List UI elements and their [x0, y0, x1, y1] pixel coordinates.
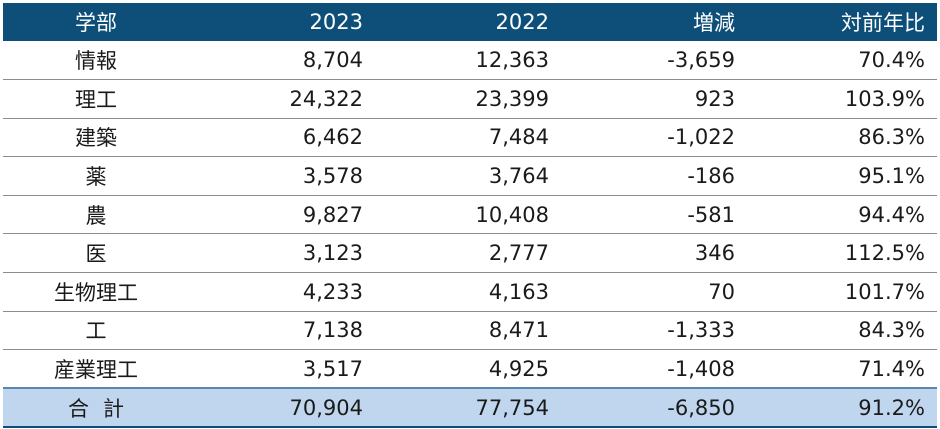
ratio-cell: 84.3%	[747, 311, 937, 351]
ratio-cell: 70.4%	[747, 41, 937, 81]
value-2022-cell: 4,925	[375, 349, 561, 389]
header-change: 増減	[561, 3, 747, 41]
table-row: 建築 6,462 7,484 -1,022 86.3%	[3, 118, 937, 158]
total-change-cell: -6,850	[561, 387, 747, 428]
table-row: 理工 24,322 23,399 923 103.9%	[3, 79, 937, 119]
faculty-cell: 農	[3, 195, 189, 235]
value-2022-cell: 8,471	[375, 311, 561, 351]
value-2023-cell: 7,138	[189, 311, 375, 351]
value-2022-cell: 12,363	[375, 41, 561, 81]
faculty-cell: 情報	[3, 41, 189, 81]
value-2023-cell: 4,233	[189, 272, 375, 312]
faculty-cell: 工	[3, 311, 189, 351]
value-2023-cell: 9,827	[189, 195, 375, 235]
value-2023-cell: 3,517	[189, 349, 375, 389]
ratio-cell: 103.9%	[747, 79, 937, 119]
table-row: 産業理工 3,517 4,925 -1,408 71.4%	[3, 349, 937, 389]
total-ratio-cell: 91.2%	[747, 387, 937, 428]
faculty-cell: 理工	[3, 79, 189, 119]
header-row: 学部 2023 2022 増減 対前年比	[3, 3, 937, 41]
value-2023-cell: 24,322	[189, 79, 375, 119]
table-row: 生物理工 4,233 4,163 70 101.7%	[3, 272, 937, 312]
table-row: 医 3,123 2,777 346 112.5%	[3, 233, 937, 274]
value-2022-cell: 7,484	[375, 118, 561, 158]
change-cell: -1,333	[561, 311, 747, 351]
table-row: 工 7,138 8,471 -1,333 84.3%	[3, 311, 937, 351]
faculty-cell: 医	[3, 233, 189, 274]
value-2023-cell: 3,578	[189, 156, 375, 196]
change-cell: -1,022	[561, 118, 747, 158]
value-2022-cell: 3,764	[375, 156, 561, 196]
table-row: 薬 3,578 3,764 -186 95.1%	[3, 156, 937, 196]
ratio-cell: 112.5%	[747, 233, 937, 274]
ratio-cell: 95.1%	[747, 156, 937, 196]
value-2023-cell: 3,123	[189, 233, 375, 274]
total-2022-cell: 77,754	[375, 387, 561, 428]
ratio-cell: 71.4%	[747, 349, 937, 389]
table-row: 農 9,827 10,408 -581 94.4%	[3, 195, 937, 235]
faculty-cell: 建築	[3, 118, 189, 158]
change-cell: 70	[561, 272, 747, 312]
header-faculty: 学部	[3, 3, 189, 41]
faculty-cell: 薬	[3, 156, 189, 196]
ratio-cell: 86.3%	[747, 118, 937, 158]
value-2022-cell: 23,399	[375, 79, 561, 119]
change-cell: 346	[561, 233, 747, 274]
header-yoy-ratio: 対前年比	[747, 3, 937, 41]
faculty-cell: 産業理工	[3, 349, 189, 389]
change-cell: 923	[561, 79, 747, 119]
value-2022-cell: 4,163	[375, 272, 561, 312]
enrollment-table: 学部 2023 2022 増減 対前年比 情報 8,704 12,363 -3,…	[3, 3, 937, 428]
total-label: 合計	[3, 387, 189, 428]
ratio-cell: 94.4%	[747, 195, 937, 235]
total-2023-cell: 70,904	[189, 387, 375, 428]
value-2023-cell: 6,462	[189, 118, 375, 158]
change-cell: -1,408	[561, 349, 747, 389]
faculty-cell: 生物理工	[3, 272, 189, 312]
header-2023: 2023	[189, 3, 375, 41]
ratio-cell: 101.7%	[747, 272, 937, 312]
change-cell: -581	[561, 195, 747, 235]
value-2023-cell: 8,704	[189, 41, 375, 81]
table-row: 情報 8,704 12,363 -3,659 70.4%	[3, 41, 937, 81]
value-2022-cell: 2,777	[375, 233, 561, 274]
change-cell: -3,659	[561, 41, 747, 81]
header-2022: 2022	[375, 3, 561, 41]
value-2022-cell: 10,408	[375, 195, 561, 235]
change-cell: -186	[561, 156, 747, 196]
total-row: 合計 70,904 77,754 -6,850 91.2%	[3, 387, 937, 428]
